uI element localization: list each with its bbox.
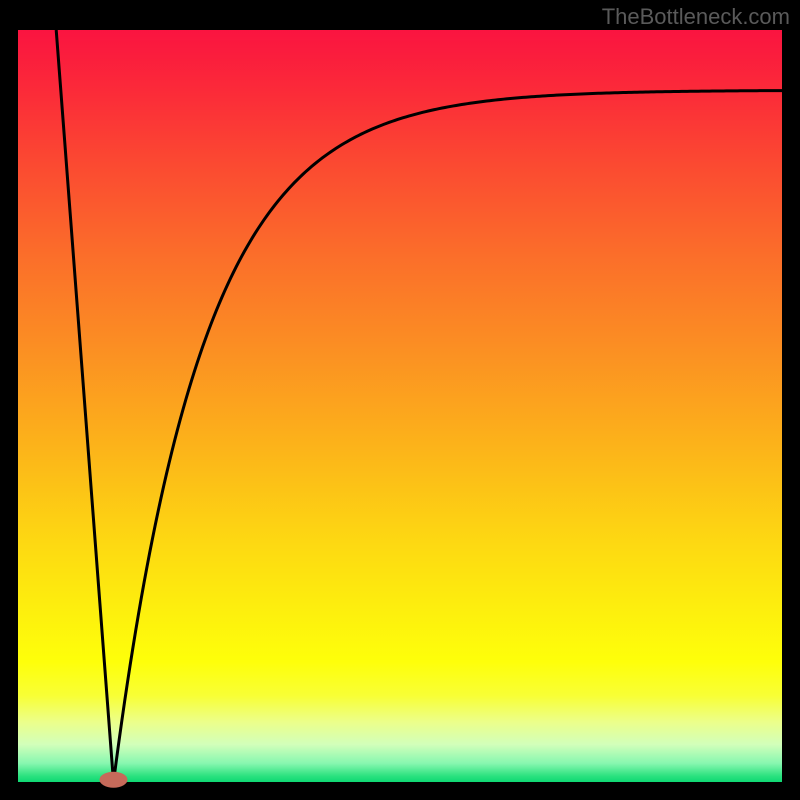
chart-container: TheBottleneck.com (0, 0, 800, 800)
gradient-chart (0, 0, 800, 800)
plot-area (18, 30, 782, 782)
watermark-text: TheBottleneck.com (602, 4, 790, 30)
minimum-marker (100, 772, 128, 788)
